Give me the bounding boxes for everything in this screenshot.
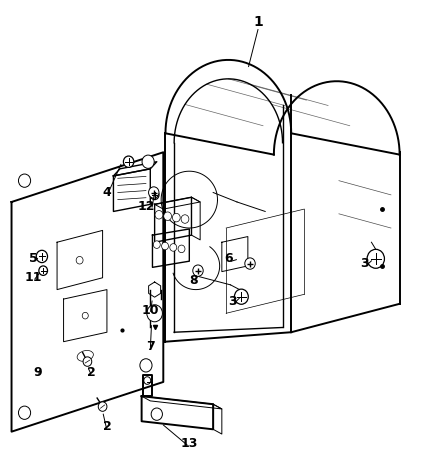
Circle shape xyxy=(172,213,180,222)
Text: 9: 9 xyxy=(33,366,42,379)
Text: 13: 13 xyxy=(180,437,197,450)
Circle shape xyxy=(181,215,188,223)
Circle shape xyxy=(169,244,176,251)
Circle shape xyxy=(366,249,384,268)
Circle shape xyxy=(178,245,184,253)
Text: 8: 8 xyxy=(189,274,197,286)
Circle shape xyxy=(98,402,107,411)
Circle shape xyxy=(234,289,248,304)
Text: 11: 11 xyxy=(24,271,42,284)
Circle shape xyxy=(161,242,168,250)
Circle shape xyxy=(142,155,154,168)
Circle shape xyxy=(82,313,88,319)
Circle shape xyxy=(147,305,162,322)
Text: 2: 2 xyxy=(87,366,96,379)
Text: 12: 12 xyxy=(137,200,155,213)
Text: 4: 4 xyxy=(102,186,111,199)
Text: 3: 3 xyxy=(360,257,368,270)
Circle shape xyxy=(151,408,162,420)
Circle shape xyxy=(18,174,30,187)
Text: 6: 6 xyxy=(224,252,232,266)
Text: 1: 1 xyxy=(253,15,263,29)
Circle shape xyxy=(76,256,83,264)
Circle shape xyxy=(155,210,162,219)
Text: 3: 3 xyxy=(228,295,237,308)
Circle shape xyxy=(148,187,158,198)
Text: 2: 2 xyxy=(102,420,111,434)
Circle shape xyxy=(150,190,158,199)
Circle shape xyxy=(123,156,134,167)
Circle shape xyxy=(36,250,47,263)
Text: 10: 10 xyxy=(141,304,159,317)
Circle shape xyxy=(140,359,151,372)
Circle shape xyxy=(163,212,171,220)
Text: 5: 5 xyxy=(29,252,37,266)
Ellipse shape xyxy=(77,351,93,361)
Circle shape xyxy=(153,241,160,248)
Circle shape xyxy=(244,258,255,269)
Circle shape xyxy=(144,377,150,384)
Circle shape xyxy=(39,266,47,275)
Circle shape xyxy=(83,357,92,366)
Circle shape xyxy=(18,406,30,419)
Circle shape xyxy=(192,265,203,276)
Text: 7: 7 xyxy=(145,340,155,353)
